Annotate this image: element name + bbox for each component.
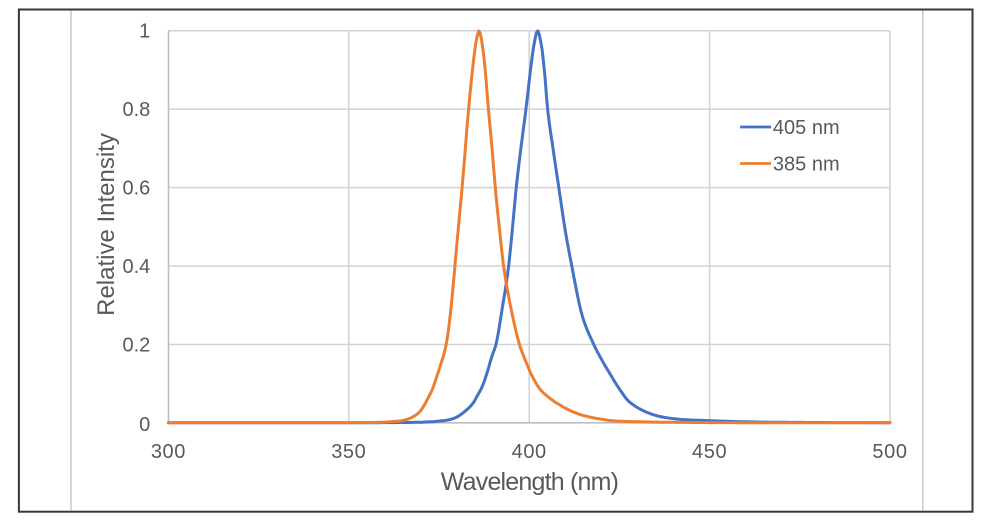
svg-text:405 nm: 405 nm	[773, 117, 840, 139]
svg-text:350: 350	[331, 441, 366, 463]
svg-text:450: 450	[692, 441, 727, 463]
svg-text:Wavelength (nm): Wavelength (nm)	[441, 468, 618, 496]
svg-text:300: 300	[151, 441, 186, 463]
svg-text:0.6: 0.6	[122, 177, 150, 199]
svg-text:0.4: 0.4	[122, 256, 150, 278]
svg-text:0: 0	[139, 414, 150, 436]
svg-text:0.2: 0.2	[122, 334, 150, 356]
svg-text:1: 1	[139, 21, 150, 43]
svg-text:0.8: 0.8	[122, 99, 150, 121]
svg-text:Relative Intensity: Relative Intensity	[93, 133, 120, 316]
svg-text:500: 500	[872, 441, 907, 463]
svg-text:400: 400	[512, 441, 547, 463]
svg-text:385 nm: 385 nm	[773, 153, 840, 175]
